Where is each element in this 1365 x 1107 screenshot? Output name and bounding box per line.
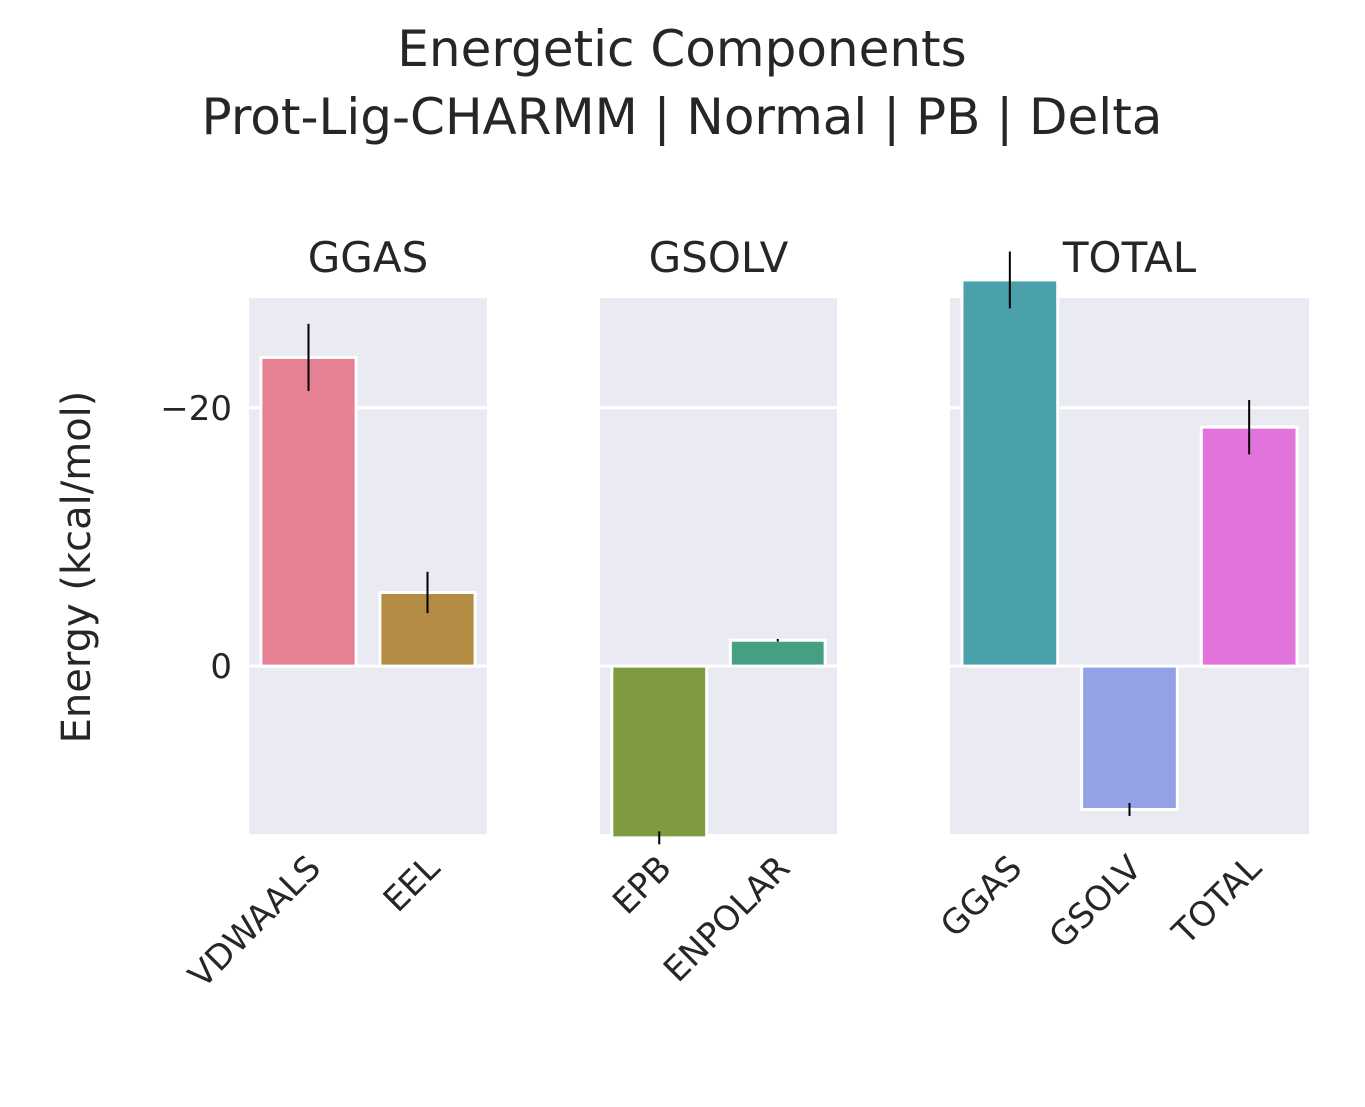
y-tick-label: −20 (160, 389, 232, 429)
x-tick-label-epb: EPB (605, 848, 679, 922)
chart-title-line1: Energetic Components (397, 20, 966, 78)
chart-title-line2: Prot-Lig-CHARMM | Normal | PB | Delta (202, 88, 1163, 146)
x-tick-label-ggas: GGAS (933, 848, 1030, 945)
x-tick-label-vdwaals: VDWAALS (181, 848, 329, 996)
x-tick-label-gsolv: GSOLV (1042, 848, 1150, 956)
x-tick-label-eel: EEL (376, 848, 448, 920)
panel-title: GGAS (308, 233, 428, 282)
x-tick-label-enpolar: ENPOLAR (656, 848, 798, 990)
bar-gsolv (1080, 664, 1179, 811)
bar-vdwaals (259, 355, 358, 668)
bar-ggas (960, 278, 1060, 668)
bar-enpolar (728, 638, 827, 668)
panel-title: GSOLV (649, 233, 789, 282)
bar-epb (610, 664, 709, 840)
bar-total (1199, 425, 1299, 668)
panel-title: TOTAL (1062, 233, 1197, 282)
panel-ggas: GGAS VDWAALS EEL (181, 233, 487, 996)
y-axis-label: Energy (kcal/mol) (54, 391, 100, 744)
x-tick-label-total: TOTAL (1164, 848, 1269, 953)
y-tick-label: 0 (210, 647, 232, 687)
